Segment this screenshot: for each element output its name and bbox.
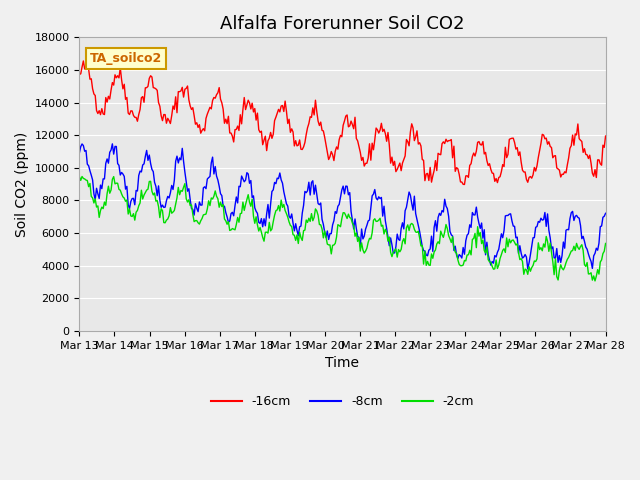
-8cm	[408, 201, 415, 206]
-2cm	[460, 262, 467, 268]
Text: TA_soilco2: TA_soilco2	[90, 52, 162, 65]
Legend: -16cm, -8cm, -2cm: -16cm, -8cm, -2cm	[205, 390, 479, 413]
-2cm	[285, 219, 293, 225]
Y-axis label: Soil CO2 (ppm): Soil CO2 (ppm)	[15, 132, 29, 237]
-16cm	[602, 133, 609, 139]
-8cm	[602, 210, 609, 216]
X-axis label: Time: Time	[326, 356, 360, 370]
-8cm	[524, 266, 532, 272]
-2cm	[76, 174, 83, 180]
Line: -2cm: -2cm	[79, 177, 605, 281]
-16cm	[460, 181, 467, 187]
-16cm	[461, 181, 468, 187]
-16cm	[408, 121, 415, 127]
-8cm	[76, 150, 83, 156]
-16cm	[140, 99, 148, 105]
-16cm	[285, 116, 293, 122]
Line: -8cm: -8cm	[79, 144, 605, 269]
-8cm	[285, 213, 293, 219]
-2cm	[408, 220, 415, 226]
-16cm	[457, 179, 465, 185]
-2cm	[140, 192, 148, 198]
-8cm	[140, 161, 148, 167]
-2cm	[78, 174, 86, 180]
-2cm	[591, 278, 599, 284]
-16cm	[76, 72, 83, 77]
-2cm	[457, 263, 465, 268]
-2cm	[602, 240, 609, 246]
-16cm	[79, 58, 87, 64]
Line: -16cm: -16cm	[79, 61, 605, 184]
-8cm	[109, 141, 116, 147]
-8cm	[460, 245, 467, 251]
-16cm	[248, 100, 256, 106]
Title: Alfalfa Forerunner Soil CO2: Alfalfa Forerunner Soil CO2	[220, 15, 465, 33]
-2cm	[248, 196, 256, 202]
-8cm	[457, 253, 465, 259]
-8cm	[248, 194, 256, 200]
